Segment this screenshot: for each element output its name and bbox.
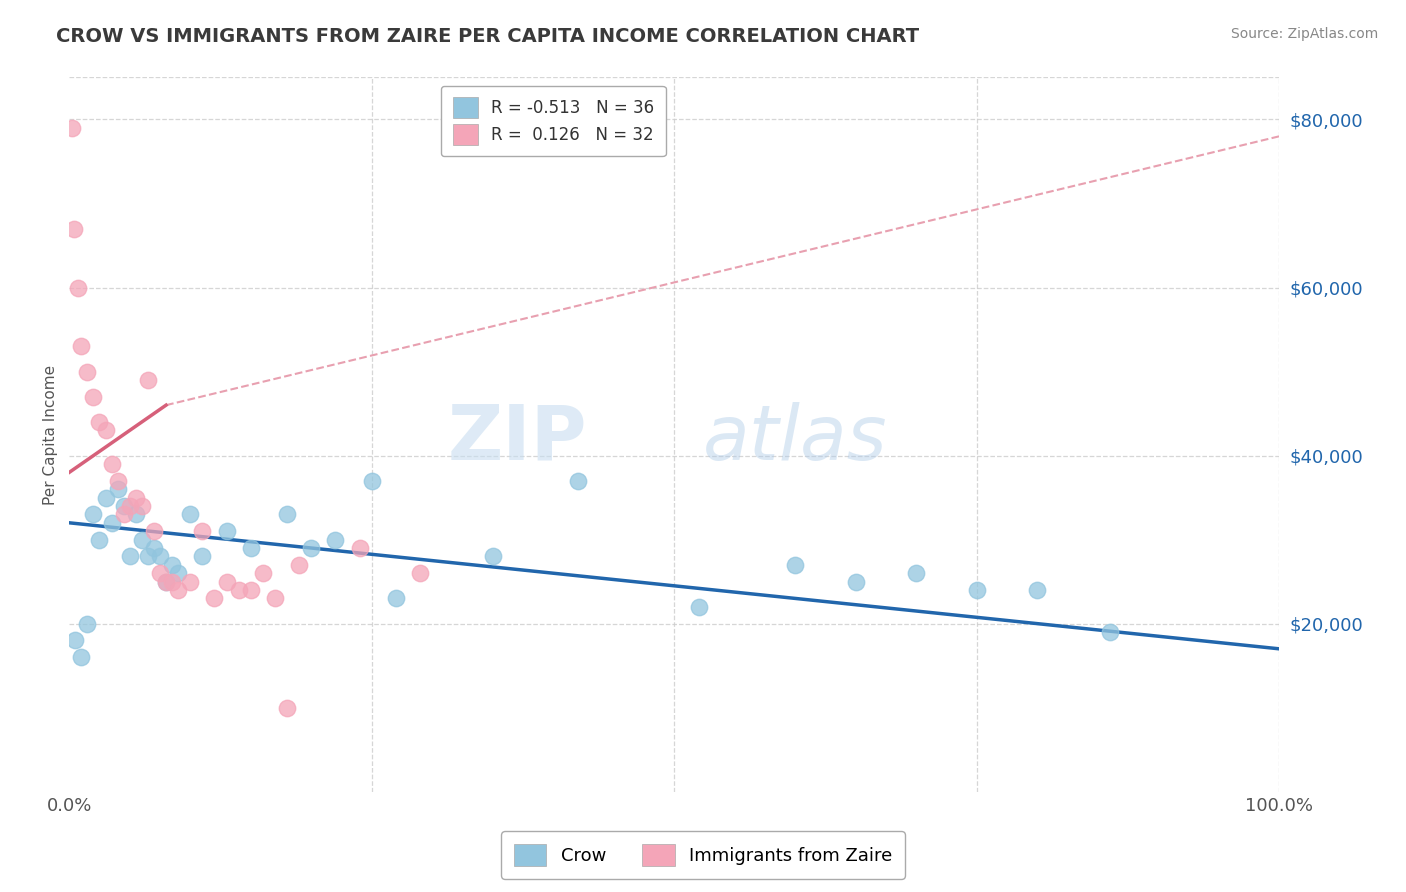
Point <box>191 549 214 564</box>
Point <box>299 541 322 555</box>
Point <box>131 533 153 547</box>
Point <box>204 591 226 606</box>
Point <box>688 599 710 614</box>
Point <box>349 541 371 555</box>
Point <box>252 566 274 581</box>
Point <box>239 541 262 555</box>
Point <box>65 633 87 648</box>
Point <box>276 508 298 522</box>
Point <box>191 524 214 539</box>
Point <box>325 533 347 547</box>
Point <box>136 549 159 564</box>
Point <box>228 582 250 597</box>
Point <box>966 582 988 597</box>
Point <box>845 574 868 589</box>
Point <box>155 574 177 589</box>
Text: atlas: atlas <box>703 401 887 475</box>
Point <box>125 491 148 505</box>
Point <box>82 390 104 404</box>
Point <box>63 221 86 235</box>
Text: Source: ZipAtlas.com: Source: ZipAtlas.com <box>1230 27 1378 41</box>
Point <box>179 574 201 589</box>
Point <box>125 508 148 522</box>
Point <box>89 415 111 429</box>
Point <box>118 499 141 513</box>
Point <box>60 120 83 135</box>
Point <box>76 616 98 631</box>
Point <box>66 280 89 294</box>
Point <box>94 423 117 437</box>
Point <box>155 574 177 589</box>
Point <box>94 491 117 505</box>
Point <box>131 499 153 513</box>
Point <box>76 365 98 379</box>
Point <box>89 533 111 547</box>
Point <box>70 650 93 665</box>
Point <box>276 700 298 714</box>
Text: ZIP: ZIP <box>447 401 586 475</box>
Point <box>360 474 382 488</box>
Point <box>167 582 190 597</box>
Y-axis label: Per Capita Income: Per Capita Income <box>44 365 58 505</box>
Point <box>160 558 183 572</box>
Point <box>112 508 135 522</box>
Point <box>567 474 589 488</box>
Point <box>149 566 172 581</box>
Point <box>149 549 172 564</box>
Point <box>785 558 807 572</box>
Point <box>136 373 159 387</box>
Point <box>239 582 262 597</box>
Point <box>1026 582 1049 597</box>
Point <box>82 508 104 522</box>
Point <box>142 541 165 555</box>
Legend: R = -0.513   N = 36, R =  0.126   N = 32: R = -0.513 N = 36, R = 0.126 N = 32 <box>441 86 665 156</box>
Point <box>905 566 928 581</box>
Point <box>179 508 201 522</box>
Point <box>118 549 141 564</box>
Point <box>70 339 93 353</box>
Point <box>100 457 122 471</box>
Point <box>107 482 129 496</box>
Point <box>288 558 311 572</box>
Legend: Crow, Immigrants from Zaire: Crow, Immigrants from Zaire <box>501 831 905 879</box>
Text: CROW VS IMMIGRANTS FROM ZAIRE PER CAPITA INCOME CORRELATION CHART: CROW VS IMMIGRANTS FROM ZAIRE PER CAPITA… <box>56 27 920 45</box>
Point <box>142 524 165 539</box>
Point <box>409 566 432 581</box>
Point <box>385 591 408 606</box>
Point <box>167 566 190 581</box>
Point <box>160 574 183 589</box>
Point <box>264 591 287 606</box>
Point <box>215 524 238 539</box>
Point <box>107 474 129 488</box>
Point <box>112 499 135 513</box>
Point <box>215 574 238 589</box>
Point <box>100 516 122 530</box>
Point <box>1098 625 1121 640</box>
Point <box>481 549 503 564</box>
